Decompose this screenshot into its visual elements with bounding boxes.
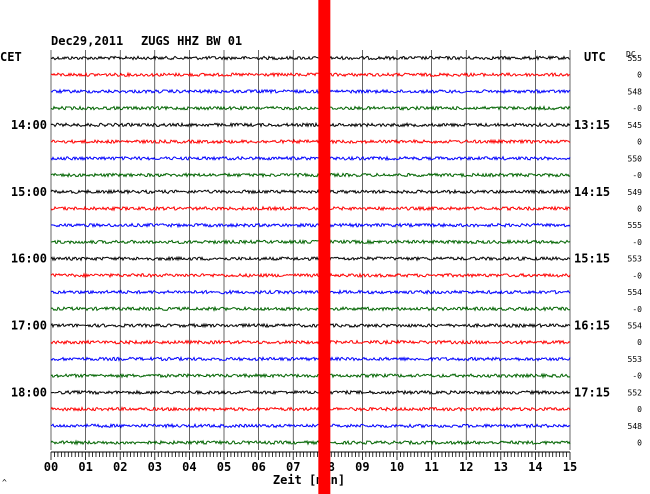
red-event-marker bbox=[318, 0, 331, 494]
dc-value: 554 bbox=[628, 322, 643, 331]
x-tick-label: 05 bbox=[217, 460, 231, 474]
dc-value: 548 bbox=[628, 87, 643, 96]
cet-hour-label: 18:00 bbox=[11, 385, 47, 399]
dc-value: 554 bbox=[628, 288, 643, 297]
seismic-trace bbox=[50, 205, 571, 212]
seismic-trace bbox=[50, 222, 571, 229]
x-tick-label: 09 bbox=[355, 460, 369, 474]
utc-hour-label: 14:15 bbox=[574, 185, 610, 199]
x-axis: 00010203040506070809101112131415 bbox=[44, 451, 577, 474]
seismic-trace bbox=[50, 138, 571, 145]
dc-value: -0 bbox=[632, 372, 642, 381]
utc-hour-label: 13:15 bbox=[574, 118, 610, 132]
dc-value: 553 bbox=[628, 355, 643, 364]
x-tick-label: 02 bbox=[113, 460, 127, 474]
corner-mark: ^ bbox=[2, 478, 7, 487]
x-tick-label: 04 bbox=[182, 460, 196, 474]
dc-value: 545 bbox=[628, 121, 643, 130]
seismic-trace bbox=[50, 272, 571, 279]
x-tick-label: 11 bbox=[424, 460, 438, 474]
dc-value: 0 bbox=[637, 338, 642, 347]
dc-value: 552 bbox=[628, 388, 643, 397]
cet-hour-label: 15:00 bbox=[11, 185, 47, 199]
dc-value: 553 bbox=[628, 255, 643, 264]
seismic-trace bbox=[50, 55, 571, 61]
cet-hour-label: 14:00 bbox=[11, 118, 47, 132]
cet-hour-label: 17:00 bbox=[11, 319, 47, 333]
dc-value: 555 bbox=[628, 54, 643, 63]
x-tick-label: 10 bbox=[390, 460, 404, 474]
utc-hour-labels: 13:15 14:15 15:15 16:15 17:15 bbox=[574, 118, 610, 400]
minute-gridlines bbox=[50, 50, 571, 450]
dc-value: 0 bbox=[637, 204, 642, 213]
x-tick-label: 13 bbox=[494, 460, 508, 474]
seismic-trace bbox=[50, 155, 571, 162]
seismic-trace bbox=[50, 372, 571, 379]
seismic-trace bbox=[50, 121, 571, 128]
seismic-trace bbox=[50, 188, 571, 195]
seismic-trace bbox=[50, 105, 571, 111]
seismic-trace bbox=[50, 322, 571, 329]
seismic-trace bbox=[50, 288, 571, 296]
x-tick-label: 03 bbox=[148, 460, 162, 474]
x-tick-label: 01 bbox=[78, 460, 92, 474]
x-tick-label: 15 bbox=[563, 460, 577, 474]
seismic-trace bbox=[50, 305, 571, 312]
seismic-trace bbox=[50, 439, 571, 446]
utc-hour-label: 17:15 bbox=[574, 385, 610, 399]
x-tick-label: 12 bbox=[459, 460, 473, 474]
dc-header-label: DC bbox=[626, 50, 636, 59]
seismic-trace bbox=[50, 71, 571, 78]
utc-hour-label: 16:15 bbox=[574, 319, 610, 333]
cet-hour-labels: 14:00 15:00 16:00 17:00 18:00 bbox=[11, 118, 47, 400]
trace-group bbox=[50, 55, 571, 446]
dc-value: 548 bbox=[628, 422, 643, 431]
dc-value: -0 bbox=[632, 271, 642, 280]
x-tick-label: 00 bbox=[44, 460, 58, 474]
dc-values: 555 0 548 -0 545 0 550 -0 549 0 555 -0 553 -0 554 -0 554… bbox=[628, 54, 643, 448]
dc-value: 0 bbox=[637, 71, 642, 80]
dc-value: 555 bbox=[628, 221, 643, 230]
dc-value: -0 bbox=[632, 305, 642, 314]
utc-hour-label: 15:15 bbox=[574, 252, 610, 266]
seismic-trace bbox=[50, 172, 571, 179]
seismic-trace bbox=[50, 389, 571, 396]
dc-value: 0 bbox=[637, 405, 642, 414]
dc-value: 549 bbox=[628, 188, 643, 197]
seismic-trace bbox=[50, 88, 571, 95]
station-label: ZUGS HHZ BW 01 bbox=[141, 34, 242, 48]
x-axis-title: Zeit [min] bbox=[273, 473, 345, 487]
cet-zone-label: CET bbox=[0, 50, 22, 64]
dc-value: 550 bbox=[628, 154, 643, 163]
event-marker-bar bbox=[318, 0, 331, 494]
dc-value: -0 bbox=[632, 238, 642, 247]
seismic-trace bbox=[50, 355, 571, 363]
seismic-trace bbox=[50, 339, 571, 346]
date-label: Dec29,2011 bbox=[51, 34, 123, 48]
cet-hour-label: 16:00 bbox=[11, 252, 47, 266]
dc-value: 0 bbox=[637, 138, 642, 147]
dc-value: -0 bbox=[632, 104, 642, 113]
x-tick-label: 06 bbox=[251, 460, 265, 474]
seismic-trace bbox=[50, 406, 571, 413]
x-tick-label: 07 bbox=[286, 460, 300, 474]
seismic-trace bbox=[50, 238, 571, 245]
utc-zone-label: UTC bbox=[584, 50, 606, 64]
seismic-trace bbox=[50, 422, 571, 429]
seismic-trace bbox=[50, 255, 571, 262]
x-tick-label: 14 bbox=[528, 460, 542, 474]
dc-value: 0 bbox=[637, 439, 642, 448]
dc-value: -0 bbox=[632, 171, 642, 180]
